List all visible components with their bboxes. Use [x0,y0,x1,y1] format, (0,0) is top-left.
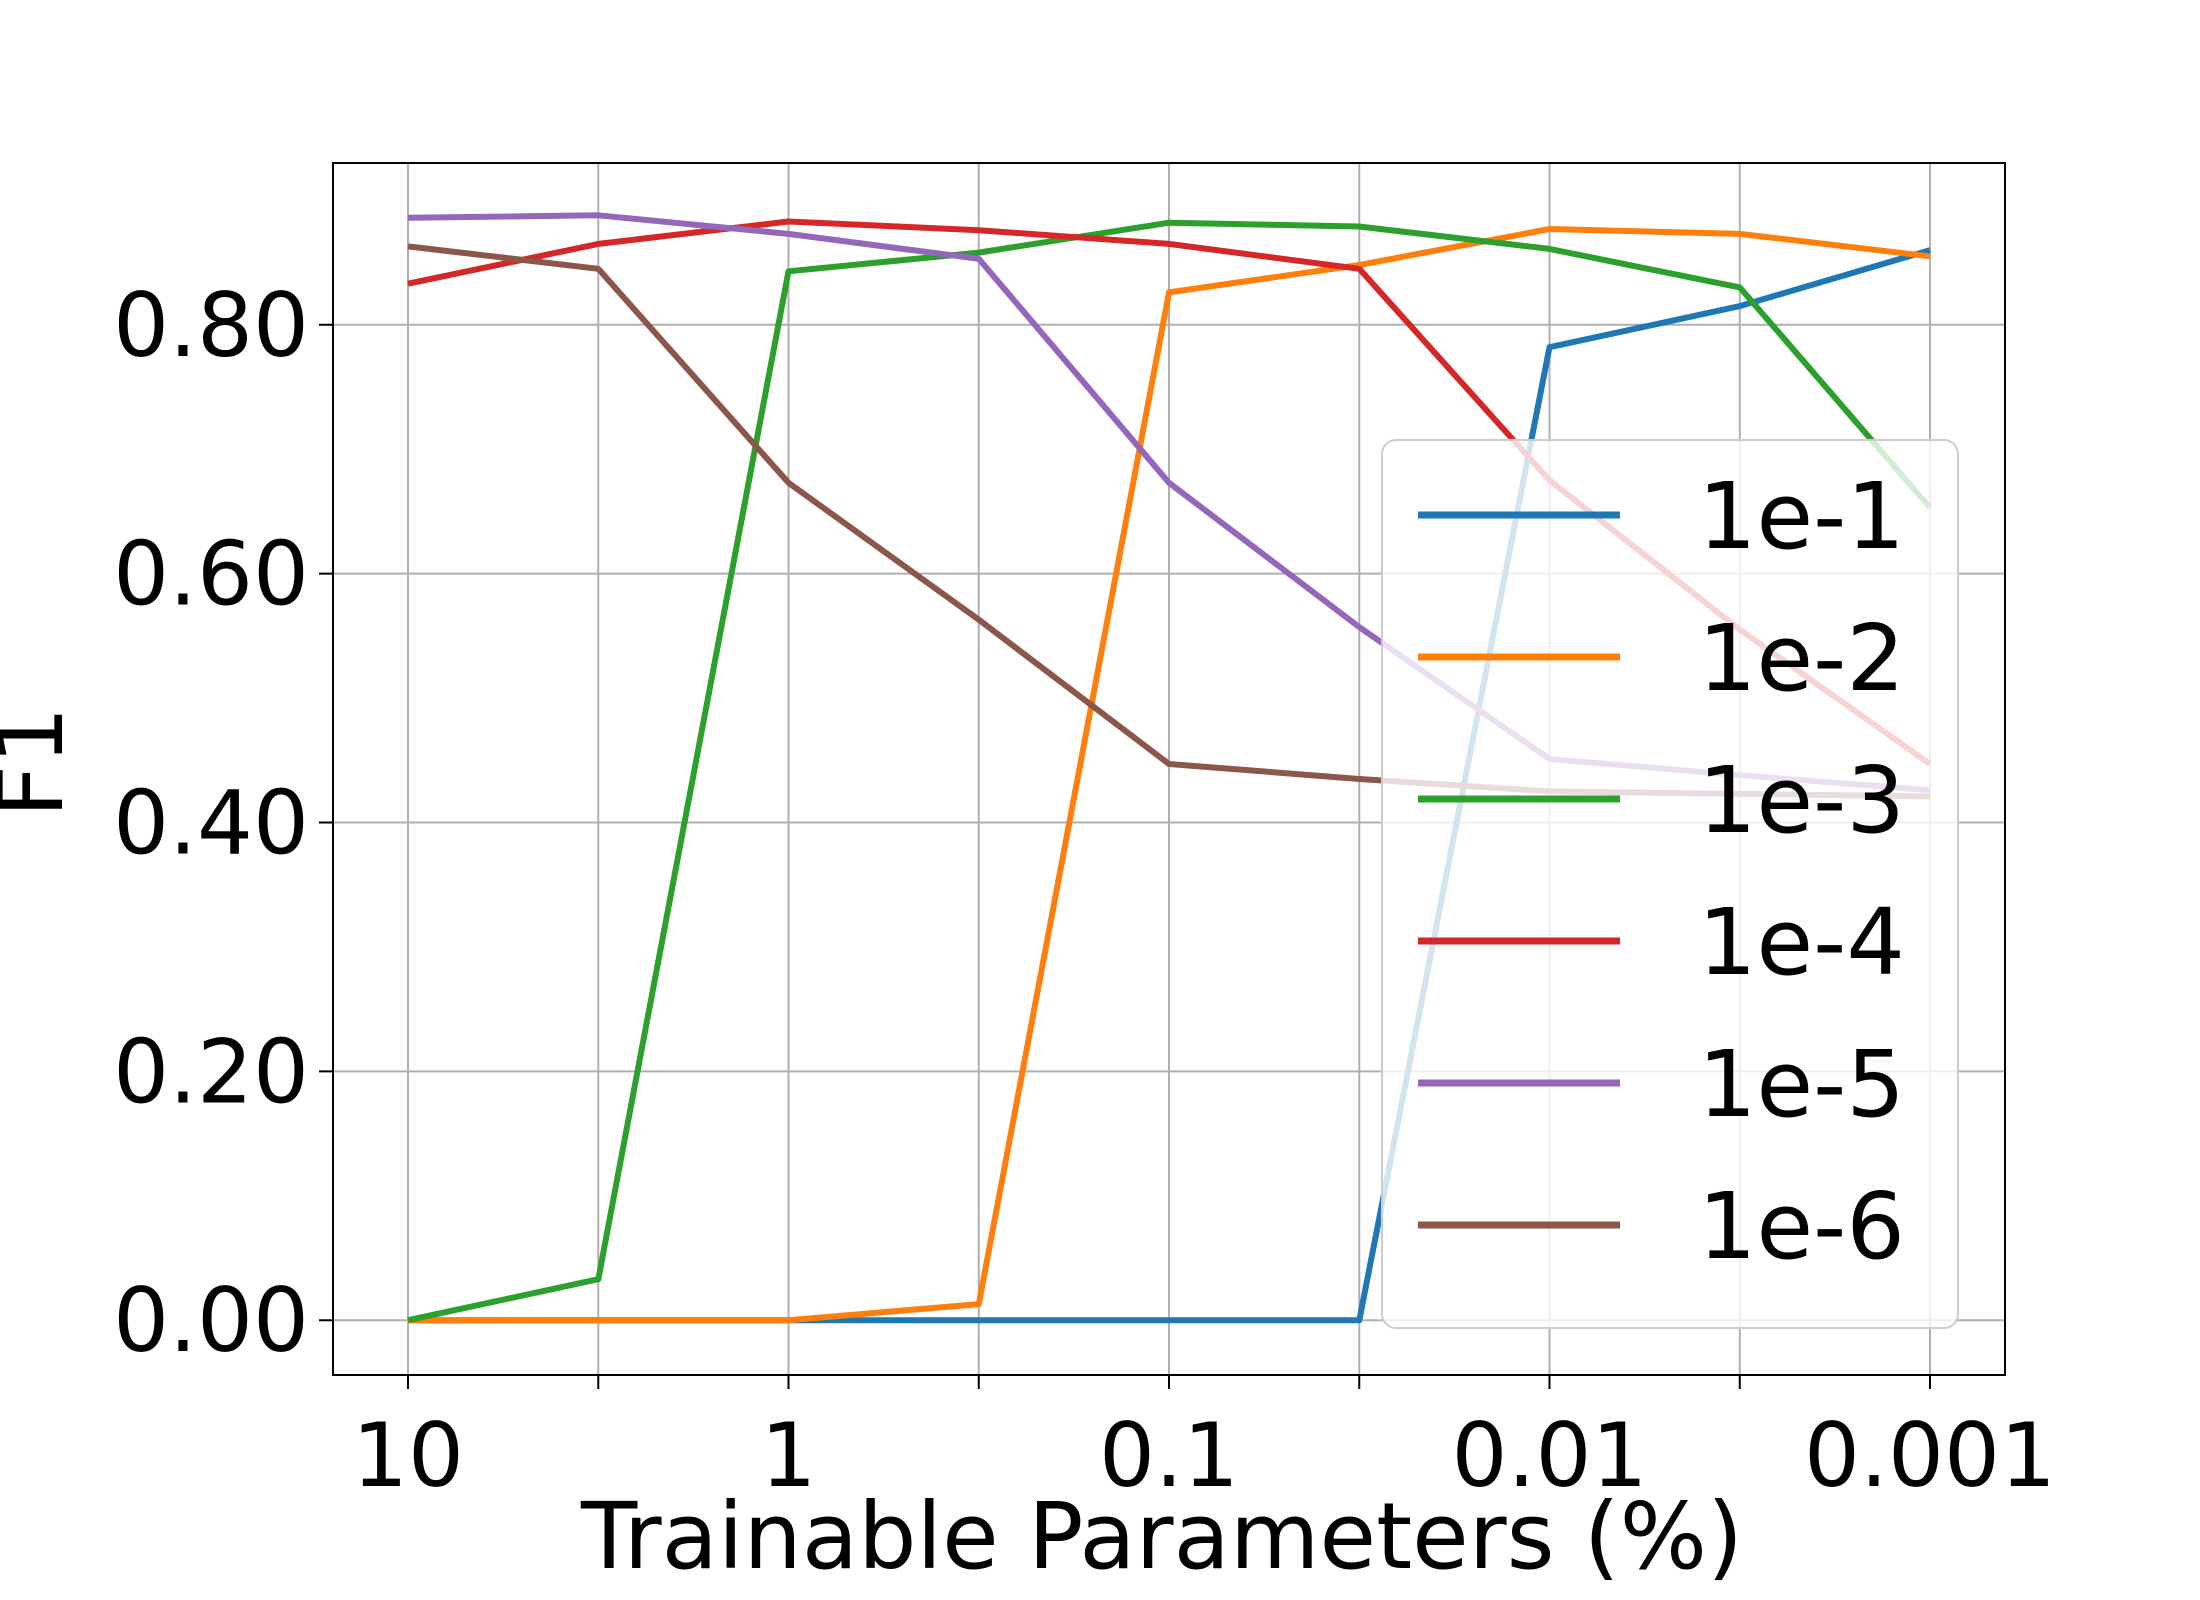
x-tick-label: 0.1 [1099,1404,1239,1507]
legend-label: 1e-1 [1698,463,1905,570]
y-tick-label: 0.20 [113,1020,309,1123]
legend-label: 1e-5 [1698,1031,1905,1138]
y-tick-label: 0.80 [113,274,309,377]
x-tick-label: 10 [352,1404,464,1507]
x-tick-label: 1 [761,1404,817,1507]
legend-label: 1e-2 [1698,605,1905,712]
legend-box [1381,439,1959,1329]
x-tick-label: 0.001 [1804,1404,2056,1507]
series-line-1e-3 [407,219,1933,1324]
y-tick-label: 0.60 [113,523,309,626]
y-tick-label: 0.00 [113,1269,309,1372]
legend-label: 1e-3 [1698,747,1905,854]
legend-label: 1e-4 [1698,889,1905,996]
x-tick-label: 0.01 [1452,1404,1648,1507]
legend-label: 1e-6 [1698,1173,1905,1280]
legend: 1e-1 1e-2 1e-3 1e-4 1e-5 1e-6 [1381,439,1959,1329]
y-tick-label: 0.40 [113,772,309,875]
axis-ticks: 10 1 0.1 0.01 0.001 0.00 0.20 0.40 0.60 0.80 [113,274,2056,1507]
y-axis-label: F1 [0,706,84,817]
series-line-1e-2 [408,226,1931,1324]
x-axis-label: Trainable Parameters (%) [580,1483,1743,1590]
